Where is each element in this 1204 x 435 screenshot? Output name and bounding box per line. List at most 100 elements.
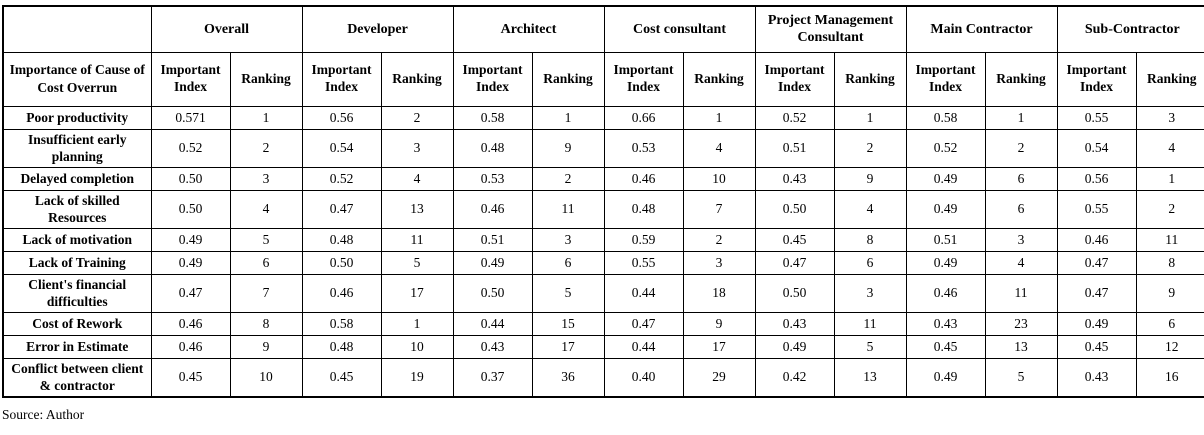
group-header-row: Overall Developer Architect Cost consultant… — [2, 5, 1204, 53]
important-index-cell: 0.48 — [301, 334, 382, 359]
table-row: Conflict between client & contractor 0.45… — [2, 357, 1204, 398]
row-label: Error in Estimate — [2, 334, 152, 359]
ranking-cell: 9 — [531, 128, 605, 168]
important-index-cell: 0.66 — [603, 105, 684, 130]
ranking-cell: 6 — [833, 250, 907, 275]
important-index-cell: 0.43 — [754, 311, 835, 336]
important-index-cell: 0.50 — [150, 189, 231, 229]
ranking-cell: 6 — [1135, 311, 1204, 336]
important-index-cell: 0.50 — [754, 273, 835, 313]
ranking-cell: 2 — [984, 128, 1058, 168]
important-index-cell: 0.37 — [452, 357, 533, 398]
subheader-important-index: Important Index — [1056, 51, 1137, 107]
important-index-cell: 0.48 — [301, 227, 382, 252]
important-index-cell: 0.55 — [1056, 105, 1137, 130]
ranking-cell: 1 — [682, 105, 756, 130]
important-index-cell: 0.56 — [1056, 166, 1137, 191]
ranking-cell: 4 — [229, 189, 303, 229]
ranking-cell: 19 — [380, 357, 454, 398]
ranking-cell: 11 — [531, 189, 605, 229]
ranking-cell: 17 — [682, 334, 756, 359]
ranking-cell: 3 — [229, 166, 303, 191]
important-index-cell: 0.49 — [905, 357, 986, 398]
row-header-title: Importance of Cause of Cost Overrun — [2, 51, 152, 107]
subheader-important-index: Important Index — [150, 51, 231, 107]
ranking-cell: 3 — [531, 227, 605, 252]
ranking-cell: 8 — [1135, 250, 1204, 275]
table-head: Overall Developer Architect Cost consultant… — [2, 5, 1204, 107]
important-index-cell: 0.47 — [754, 250, 835, 275]
subheader-ranking: Ranking — [531, 51, 605, 107]
important-index-cell: 0.48 — [603, 189, 684, 229]
ranking-cell: 9 — [833, 166, 907, 191]
important-index-cell: 0.47 — [603, 311, 684, 336]
table-row: Insufficient early planning 0.52 2 0.54 3 0.4… — [2, 128, 1204, 168]
ranking-cell: 13 — [984, 334, 1058, 359]
ranking-cell: 4 — [682, 128, 756, 168]
ranking-cell: 2 — [833, 128, 907, 168]
important-index-cell: 0.47 — [1056, 250, 1137, 275]
important-index-cell: 0.54 — [1056, 128, 1137, 168]
important-index-cell: 0.53 — [452, 166, 533, 191]
important-index-cell: 0.49 — [1056, 311, 1137, 336]
important-index-cell: 0.51 — [754, 128, 835, 168]
ranking-cell: 23 — [984, 311, 1058, 336]
ranking-cell: 6 — [229, 250, 303, 275]
ranking-cell: 36 — [531, 357, 605, 398]
important-index-cell: 0.49 — [150, 250, 231, 275]
important-index-cell: 0.59 — [603, 227, 684, 252]
important-index-cell: 0.49 — [452, 250, 533, 275]
important-index-cell: 0.46 — [603, 166, 684, 191]
ranking-cell: 13 — [833, 357, 907, 398]
ranking-cell: 9 — [1135, 273, 1204, 313]
table-row: Lack of Training 0.49 6 0.50 5 0.49 6 0.55 3 0.47… — [2, 250, 1204, 275]
ranking-cell: 12 — [1135, 334, 1204, 359]
important-index-cell: 0.50 — [150, 166, 231, 191]
important-index-cell: 0.46 — [905, 273, 986, 313]
ranking-cell: 11 — [833, 311, 907, 336]
table-row: Lack of motivation 0.49 5 0.48 11 0.51 3 0.59 2 0… — [2, 227, 1204, 252]
group-header: Sub-Contractor — [1056, 5, 1204, 53]
ranking-cell: 16 — [1135, 357, 1204, 398]
important-index-cell: 0.52 — [754, 105, 835, 130]
important-index-cell: 0.42 — [754, 357, 835, 398]
subheader-important-index: Important Index — [452, 51, 533, 107]
ranking-cell: 11 — [984, 273, 1058, 313]
important-index-cell: 0.44 — [603, 273, 684, 313]
ranking-cell: 3 — [1135, 105, 1204, 130]
important-index-cell: 0.45 — [754, 227, 835, 252]
cost-overrun-table: Overall Developer Architect Cost consultant… — [2, 5, 1204, 398]
ranking-cell: 3 — [380, 128, 454, 168]
subheader-ranking: Ranking — [833, 51, 907, 107]
subheader-ranking: Ranking — [682, 51, 756, 107]
source-note: Source: Author — [2, 406, 85, 422]
important-index-cell: 0.46 — [150, 311, 231, 336]
table-row: Lack of skilled Resources 0.50 4 0.47 13 0.46… — [2, 189, 1204, 229]
ranking-cell: 4 — [1135, 128, 1204, 168]
ranking-cell: 1 — [531, 105, 605, 130]
important-index-cell: 0.54 — [301, 128, 382, 168]
row-label: Lack of Training — [2, 250, 152, 275]
important-index-cell: 0.43 — [754, 166, 835, 191]
ranking-cell: 17 — [531, 334, 605, 359]
important-index-cell: 0.47 — [150, 273, 231, 313]
row-label: Client's financial difficulties — [2, 273, 152, 313]
important-index-cell: 0.58 — [301, 311, 382, 336]
ranking-cell: 5 — [380, 250, 454, 275]
row-label: Delayed completion — [2, 166, 152, 191]
ranking-cell: 2 — [531, 166, 605, 191]
ranking-cell: 10 — [229, 357, 303, 398]
important-index-cell: 0.48 — [452, 128, 533, 168]
important-index-cell: 0.49 — [150, 227, 231, 252]
table-body: Poor productivity 0.571 1 0.56 2 0.58 1 0.66 1 0.… — [2, 105, 1204, 398]
ranking-cell: 3 — [833, 273, 907, 313]
ranking-cell: 11 — [380, 227, 454, 252]
ranking-cell: 4 — [833, 189, 907, 229]
important-index-cell: 0.51 — [452, 227, 533, 252]
important-index-cell: 0.52 — [905, 128, 986, 168]
group-header: Overall — [150, 5, 303, 53]
table-row: Cost of Rework 0.46 8 0.58 1 0.44 15 0.47 9 0.43 1… — [2, 311, 1204, 336]
ranking-cell: 1 — [833, 105, 907, 130]
table-row: Delayed completion 0.50 3 0.52 4 0.53 2 0.46 10 0… — [2, 166, 1204, 191]
ranking-cell: 29 — [682, 357, 756, 398]
